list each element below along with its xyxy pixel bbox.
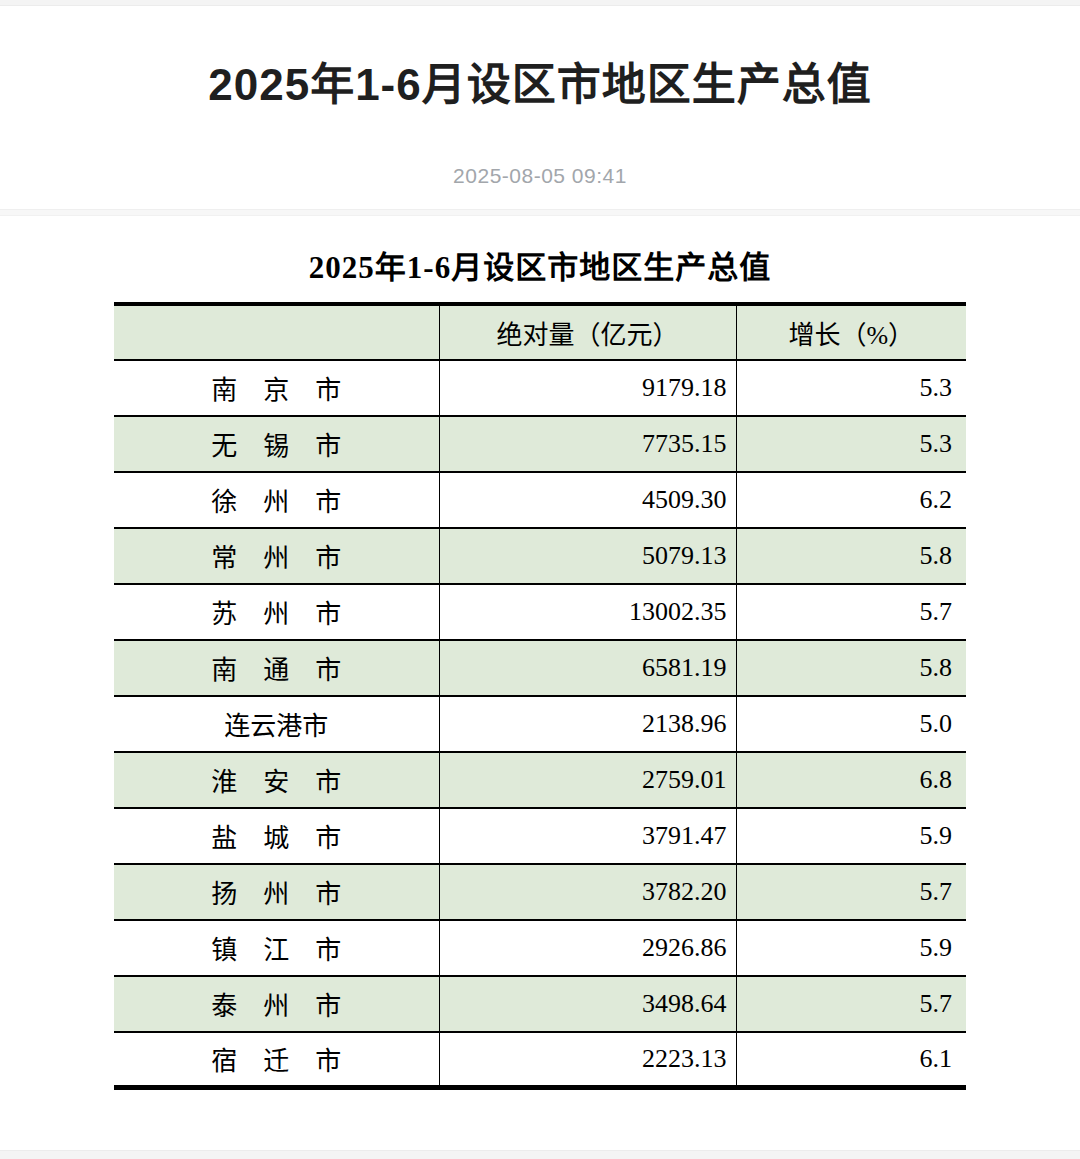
article-body: 2025年1-6月设区市地区生产总值 绝对量（亿元） 增长（%） 南 京 市91… [0,242,1080,1091]
growth-cell: 5.3 [736,416,966,472]
city-cell: 淮 安 市 [114,752,439,808]
value-cell: 2926.86 [439,920,736,976]
article-header: 2025年1-6月设区市地区生产总值 2025-08-05 09:41 [0,6,1080,188]
value-cell: 9179.18 [439,360,736,416]
table-row: 盐 城 市3791.475.9 [114,808,966,864]
city-cell: 南 京 市 [114,360,439,416]
value-cell: 2759.01 [439,752,736,808]
table-row: 南 京 市9179.185.3 [114,360,966,416]
table-row: 连云港市2138.965.0 [114,696,966,752]
value-cell: 13002.35 [439,584,736,640]
footer-strip [0,1150,1080,1159]
header-cell-growth: 增长（%） [736,304,966,360]
value-cell: 7735.15 [439,416,736,472]
section-divider [0,209,1080,216]
table-row: 徐 州 市4509.306.2 [114,472,966,528]
table-header-row: 绝对量（亿元） 增长（%） [114,304,966,360]
value-cell: 3782.20 [439,864,736,920]
table-row: 苏 州 市13002.355.7 [114,584,966,640]
page-title: 2025年1-6月设区市地区生产总值 [0,60,1080,111]
table-title: 2025年1-6月设区市地区生产总值 [0,242,1080,287]
city-cell: 南 通 市 [114,640,439,696]
publish-date: 2025-08-05 09:41 [0,163,1080,188]
table-row: 淮 安 市2759.016.8 [114,752,966,808]
growth-cell: 5.8 [736,528,966,584]
city-cell: 宿 迁 市 [114,1032,439,1088]
city-cell: 镇 江 市 [114,920,439,976]
city-cell: 盐 城 市 [114,808,439,864]
value-cell: 4509.30 [439,472,736,528]
growth-cell: 5.3 [736,360,966,416]
value-cell: 3791.47 [439,808,736,864]
city-cell: 泰 州 市 [114,976,439,1032]
header-cell-absolute: 绝对量（亿元） [439,304,736,360]
growth-cell: 5.8 [736,640,966,696]
table-row: 南 通 市6581.195.8 [114,640,966,696]
value-cell: 2223.13 [439,1032,736,1088]
growth-cell: 6.1 [736,1032,966,1088]
growth-cell: 5.7 [736,976,966,1032]
table-row: 镇 江 市2926.865.9 [114,920,966,976]
city-cell: 扬 州 市 [114,864,439,920]
growth-cell: 5.7 [736,584,966,640]
growth-cell: 5.9 [736,808,966,864]
city-cell: 无 锡 市 [114,416,439,472]
table-row: 无 锡 市7735.155.3 [114,416,966,472]
city-cell: 苏 州 市 [114,584,439,640]
table-row: 常 州 市5079.135.8 [114,528,966,584]
growth-cell: 5.0 [736,696,966,752]
growth-cell: 6.8 [736,752,966,808]
growth-cell: 5.9 [736,920,966,976]
value-cell: 6581.19 [439,640,736,696]
table-row: 宿 迁 市2223.136.1 [114,1032,966,1088]
growth-cell: 6.2 [736,472,966,528]
table-row: 扬 州 市3782.205.7 [114,864,966,920]
table-row: 泰 州 市3498.645.7 [114,976,966,1032]
value-cell: 3498.64 [439,976,736,1032]
city-cell: 连云港市 [114,696,439,752]
value-cell: 5079.13 [439,528,736,584]
value-cell: 2138.96 [439,696,736,752]
city-cell: 常 州 市 [114,528,439,584]
header-cell-city [114,304,439,360]
city-cell: 徐 州 市 [114,472,439,528]
gdp-table: 绝对量（亿元） 增长（%） 南 京 市9179.185.3无 锡 市7735.1… [114,302,966,1091]
growth-cell: 5.7 [736,864,966,920]
